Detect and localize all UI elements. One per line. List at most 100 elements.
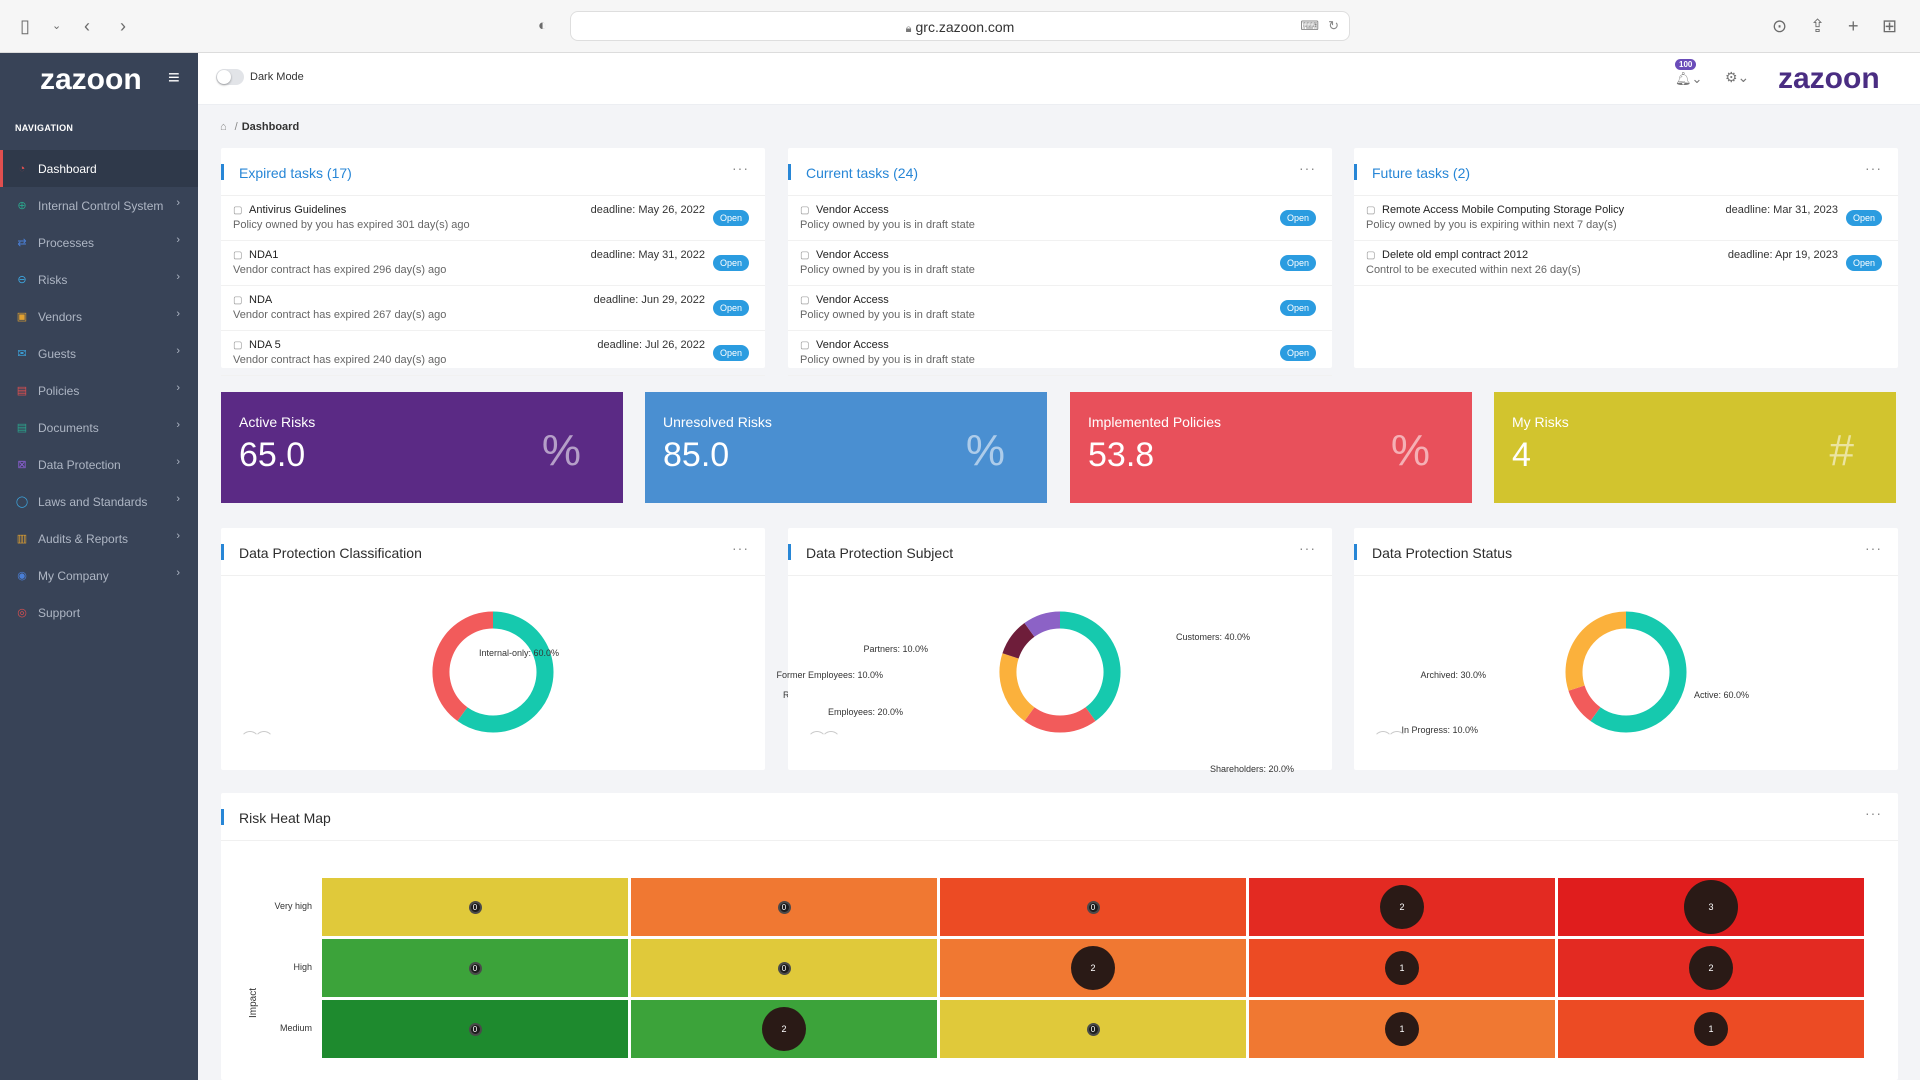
sidebar-item-data-protection[interactable]: ⊠ Data Protection › — [0, 446, 198, 483]
more-icon[interactable]: ··· — [1299, 540, 1316, 556]
task-name[interactable]: Delete old empl contract 2012 — [1382, 249, 1529, 261]
address-bar[interactable]: 🔒︎ grc.zazoon.com ⌨ ↻ — [570, 11, 1350, 41]
task-name[interactable]: NDA1 — [249, 249, 279, 261]
download-icon[interactable]: ⊙ — [1772, 16, 1788, 36]
heatmap-cell[interactable]: 0 — [322, 878, 628, 936]
donut-slice[interactable] — [457, 611, 554, 733]
kpi-tile-unresolved-risks[interactable]: Unresolved Risks 85.0% — [645, 392, 1047, 503]
task-item[interactable]: ▢ Remote Access Mobile Computing Storage … — [1354, 196, 1898, 241]
heatmap-cell[interactable]: 2 — [940, 939, 1246, 997]
new-tab-icon[interactable]: + — [1848, 16, 1859, 36]
menu-icon[interactable]: ≡ — [168, 67, 180, 89]
task-name[interactable]: Remote Access Mobile Computing Storage P… — [1382, 204, 1625, 216]
forward-icon[interactable]: › — [120, 16, 126, 36]
donut-slice[interactable] — [1590, 611, 1687, 733]
sidebar-item-dashboard[interactable]: ◔ Dashboard — [0, 150, 198, 187]
bell-icon[interactable]: 🔔︎⌄ — [1675, 71, 1703, 86]
donut-slice[interactable] — [1568, 685, 1601, 721]
sidebar-toggle-icon[interactable]: ▯ — [20, 16, 30, 36]
donut-slice[interactable] — [1059, 611, 1121, 721]
task-name[interactable]: NDA 5 — [249, 339, 281, 351]
sidebar-item-audits-reports[interactable]: ▥ Audits & Reports › — [0, 520, 198, 557]
task-status-badge[interactable]: Open — [712, 255, 749, 271]
back-icon[interactable]: ‹ — [84, 16, 90, 36]
task-status-badge[interactable]: Open — [1279, 255, 1316, 271]
more-icon[interactable]: ··· — [1299, 160, 1316, 176]
task-status-badge[interactable]: Open — [712, 345, 749, 361]
expired-tasks-title[interactable]: Expired tasks (17) — [239, 165, 352, 181]
heatmap-cell[interactable]: 2 — [1249, 878, 1555, 936]
task-item[interactable]: ▢ Vendor Access Policy owned by you is in … — [788, 286, 1332, 331]
heatmap-cell[interactable]: 1 — [1249, 1000, 1555, 1058]
task-item[interactable]: ▢ NDA1 Vendor contract has expired 296 day… — [221, 241, 765, 286]
task-item[interactable]: ▢ Vendor Access Policy owned by you is in … — [788, 331, 1332, 376]
heatmap-cell[interactable]: 0 — [940, 878, 1246, 936]
sidebar-item-vendors[interactable]: ▣ Vendors › — [0, 298, 198, 335]
task-name[interactable]: NDA — [249, 294, 273, 306]
heatmap-cell[interactable]: 0 — [322, 939, 628, 997]
sidebar-item-my-company[interactable]: ◉ My Company › — [0, 557, 198, 594]
task-status-badge[interactable]: Open — [712, 210, 749, 226]
heatmap-cell[interactable]: 0 — [322, 1000, 628, 1058]
task-name[interactable]: Vendor Access — [816, 294, 889, 306]
kpi-tile-implemented-policies[interactable]: Implemented Policies 53.8% — [1070, 392, 1472, 503]
task-item[interactable]: ▢ NDA 5 Vendor contract has expired 240 da… — [221, 331, 765, 376]
heatmap-cell[interactable]: 0 — [631, 878, 937, 936]
kpi-tile-active-risks[interactable]: Active Risks 65.0% — [221, 392, 623, 503]
more-icon[interactable]: ··· — [1865, 540, 1882, 556]
heatmap-cell[interactable]: 0 — [631, 939, 937, 997]
heatmap-cell[interactable]: 1 — [1558, 1000, 1864, 1058]
reload-icon[interactable]: ↻ — [1328, 18, 1339, 33]
more-icon[interactable]: ··· — [1865, 805, 1882, 821]
donut-slice[interactable] — [1024, 706, 1096, 733]
heatmap-cell[interactable]: 0 — [940, 1000, 1246, 1058]
future-tasks-title[interactable]: Future tasks (2) — [1372, 165, 1471, 181]
donut-slice[interactable] — [1024, 611, 1061, 638]
shield-icon[interactable]: ◐ — [538, 17, 548, 34]
more-icon[interactable]: ··· — [732, 540, 749, 556]
task-item[interactable]: ▢ NDA Vendor contract has expired 267 day(… — [221, 286, 765, 331]
chevron-down-icon[interactable]: ⌄ — [52, 20, 62, 32]
sidebar-item-processes[interactable]: ⇄ Processes › — [0, 224, 198, 261]
heatmap-cell[interactable]: 2 — [631, 1000, 937, 1058]
heatmap-cell[interactable]: 3 — [1558, 878, 1864, 936]
sidebar-item-guests[interactable]: ✉ Guests › — [0, 335, 198, 372]
sidebar-item-policies[interactable]: ▤ Policies › — [0, 372, 198, 409]
current-tasks-title[interactable]: Current tasks (24) — [806, 165, 919, 181]
task-item[interactable]: ▢ Vendor Access Policy owned by you is in … — [788, 241, 1332, 286]
task-status-badge[interactable]: Open — [1845, 210, 1882, 226]
task-name[interactable]: Antivirus Guidelines — [249, 204, 347, 216]
sidebar-item-risks[interactable]: ⊖ Risks › — [0, 261, 198, 298]
settings-icon[interactable]: ⚙⌄ — [1725, 69, 1750, 85]
donut-slice[interactable] — [1565, 611, 1627, 691]
task-status-badge[interactable]: Open — [1845, 255, 1882, 271]
task-item[interactable]: ▢ Vendor Access Policy owned by you is in … — [788, 196, 1332, 241]
heatmap-cell[interactable]: 2 — [1558, 939, 1864, 997]
donut-slice[interactable] — [1002, 623, 1035, 659]
sidebar-logo[interactable]: zazoon — [40, 63, 142, 96]
task-name[interactable]: Vendor Access — [816, 249, 889, 261]
heatmap-cell[interactable]: 1 — [1249, 939, 1555, 997]
dark-mode-toggle[interactable] — [216, 69, 244, 85]
donut-slice[interactable] — [432, 611, 494, 721]
sidebar-item-internal-control-system[interactable]: ⊕ Internal Control System › — [0, 187, 198, 224]
share-icon[interactable]: ⇪ — [1810, 16, 1826, 36]
sidebar-item-documents[interactable]: ▤ Documents › — [0, 409, 198, 446]
task-item[interactable]: ▢ Antivirus Guidelines Policy owned by you… — [221, 196, 765, 241]
home-icon[interactable]: ⌂ — [220, 121, 227, 133]
task-status-badge[interactable]: Open — [1279, 210, 1316, 226]
sidebar-item-laws-and-standards[interactable]: ◯ Laws and Standards › — [0, 483, 198, 520]
task-name[interactable]: Vendor Access — [816, 339, 889, 351]
more-icon[interactable]: ··· — [1865, 160, 1882, 176]
more-icon[interactable]: ··· — [732, 160, 749, 176]
kpi-tile-my-risks[interactable]: My Risks 4 # — [1494, 392, 1896, 503]
task-item[interactable]: ▢ Delete old empl contract 2012 Control to… — [1354, 241, 1898, 286]
translate-icon[interactable]: ⌨ — [1300, 18, 1319, 33]
task-status-badge[interactable]: Open — [1279, 345, 1316, 361]
tab-overview-icon[interactable]: ⊞ — [1882, 16, 1898, 36]
task-status-badge[interactable]: Open — [712, 300, 749, 316]
donut-slice[interactable] — [999, 653, 1035, 721]
task-status-badge[interactable]: Open — [1279, 300, 1316, 316]
task-name[interactable]: Vendor Access — [816, 204, 889, 216]
sidebar-item-support[interactable]: ◎ Support — [0, 594, 198, 631]
